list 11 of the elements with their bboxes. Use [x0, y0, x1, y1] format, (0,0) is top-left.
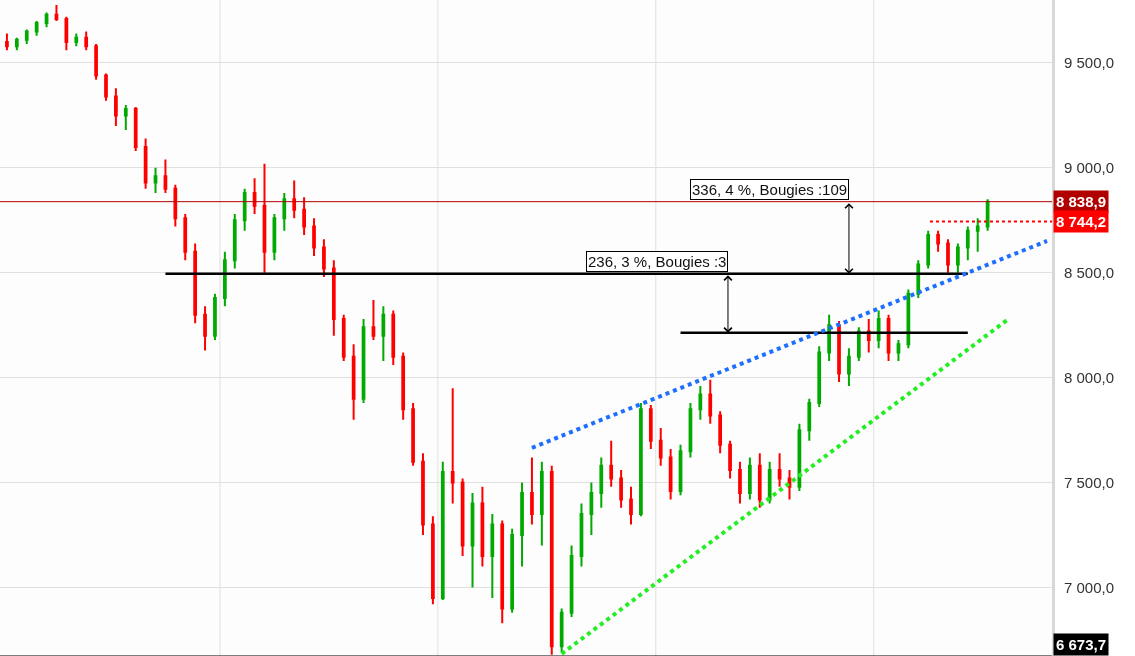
y-tick-label: 9 000,0	[1064, 159, 1115, 177]
y-tick-label: 8 500,0	[1064, 264, 1115, 282]
y-tick-label: 7 000,0	[1064, 578, 1115, 596]
annotation: 236, 3 %, Bougies :3	[588, 253, 727, 270]
ref-line-label: 8 838,9	[1056, 193, 1107, 210]
y-tick-label: 8 000,0	[1064, 368, 1115, 386]
ref-line-label: 8 744,2	[1056, 213, 1107, 230]
annotation: 336, 4 %, Bougies :109	[692, 181, 848, 198]
y-tick-label: 7 500,0	[1064, 473, 1115, 491]
y-tick-label: 9 500,0	[1064, 54, 1115, 72]
ref-line-label: 6 673,7	[1056, 636, 1107, 653]
